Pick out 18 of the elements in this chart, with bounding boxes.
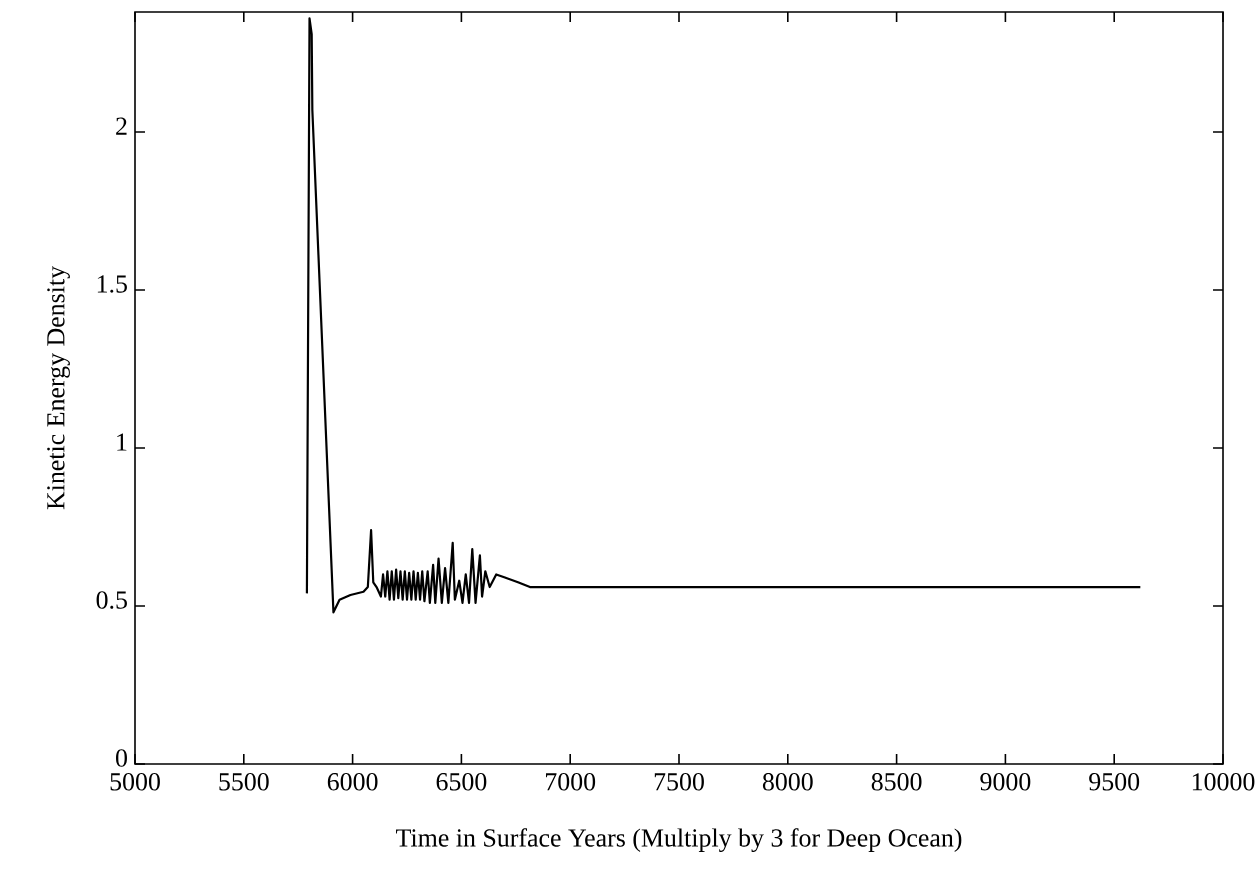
y-tick-label: 1: [117, 433, 127, 451]
y-tick-label: 0: [116, 749, 127, 767]
y-tick-label: 2: [116, 117, 127, 135]
x-tick-label: 7500: [654, 773, 704, 791]
x-tick-label: 9500: [1089, 773, 1140, 791]
x-tick-label: 5500: [219, 773, 269, 791]
x-tick-label: 8500: [871, 773, 922, 791]
x-tick-label: 6000: [327, 773, 378, 791]
x-tick-label: 10000: [1192, 773, 1255, 791]
y-axis-title: Kinetic Energy Density: [47, 266, 70, 510]
x-axis-title: Time in Surface Years (Multiply by 3 for Deep Ocean): [396, 828, 962, 853]
x-tick-label: 8000: [762, 773, 813, 791]
x-tick-label: 5000: [110, 773, 160, 791]
x-tick-label: 7000: [546, 773, 596, 791]
x-tick-label: 6500: [436, 773, 487, 791]
x-tick-label: 9000: [980, 773, 1031, 791]
y-tick-label: 0.5: [96, 591, 127, 609]
y-tick-label: 1.5: [97, 275, 127, 293]
